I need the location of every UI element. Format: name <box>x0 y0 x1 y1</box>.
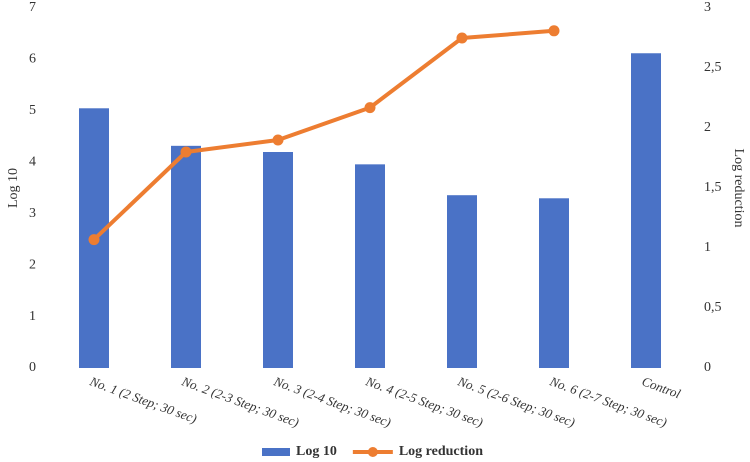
legend-label: Log 10 <box>296 444 337 459</box>
bar <box>355 164 385 368</box>
y2-tick-label: 1 <box>704 240 711 255</box>
legend-label: Log reduction <box>399 444 483 459</box>
y-tick-label: 4 <box>29 155 36 170</box>
line-marker <box>88 234 100 246</box>
y-tick-label: 6 <box>29 52 36 67</box>
y-tick-label: 5 <box>29 103 36 118</box>
y2-tick-label: 3 <box>704 0 711 15</box>
y2-tick-label: 0,5 <box>704 300 722 315</box>
y-tick-label: 3 <box>29 206 36 221</box>
bar <box>631 53 661 368</box>
line-marker <box>180 146 192 158</box>
y2-tick-label: 1,5 <box>704 180 722 195</box>
y-axis-title: Log 10 <box>6 168 21 208</box>
bar <box>447 195 477 368</box>
line-marker <box>548 25 560 37</box>
bar <box>171 145 201 368</box>
y-tick-label: 1 <box>29 309 36 324</box>
line <box>92 28 555 242</box>
y-tick-label: 7 <box>29 0 36 15</box>
x-tick-label: Control <box>640 374 683 402</box>
bar <box>263 152 293 368</box>
line-marker <box>456 32 468 44</box>
bar <box>539 198 569 368</box>
line-marker <box>272 134 284 146</box>
y-tick-label: 2 <box>29 257 36 272</box>
y2-tick-label: 2,5 <box>704 60 722 75</box>
y2-axis-title: Log reduction <box>731 149 746 228</box>
line-marker <box>364 102 376 114</box>
legend-swatch <box>262 448 290 456</box>
legend-marker <box>367 447 378 457</box>
y-tick-label: 0 <box>29 360 36 375</box>
y2-tick-label: 2 <box>704 120 711 135</box>
y2-tick-label: 0 <box>704 360 711 375</box>
